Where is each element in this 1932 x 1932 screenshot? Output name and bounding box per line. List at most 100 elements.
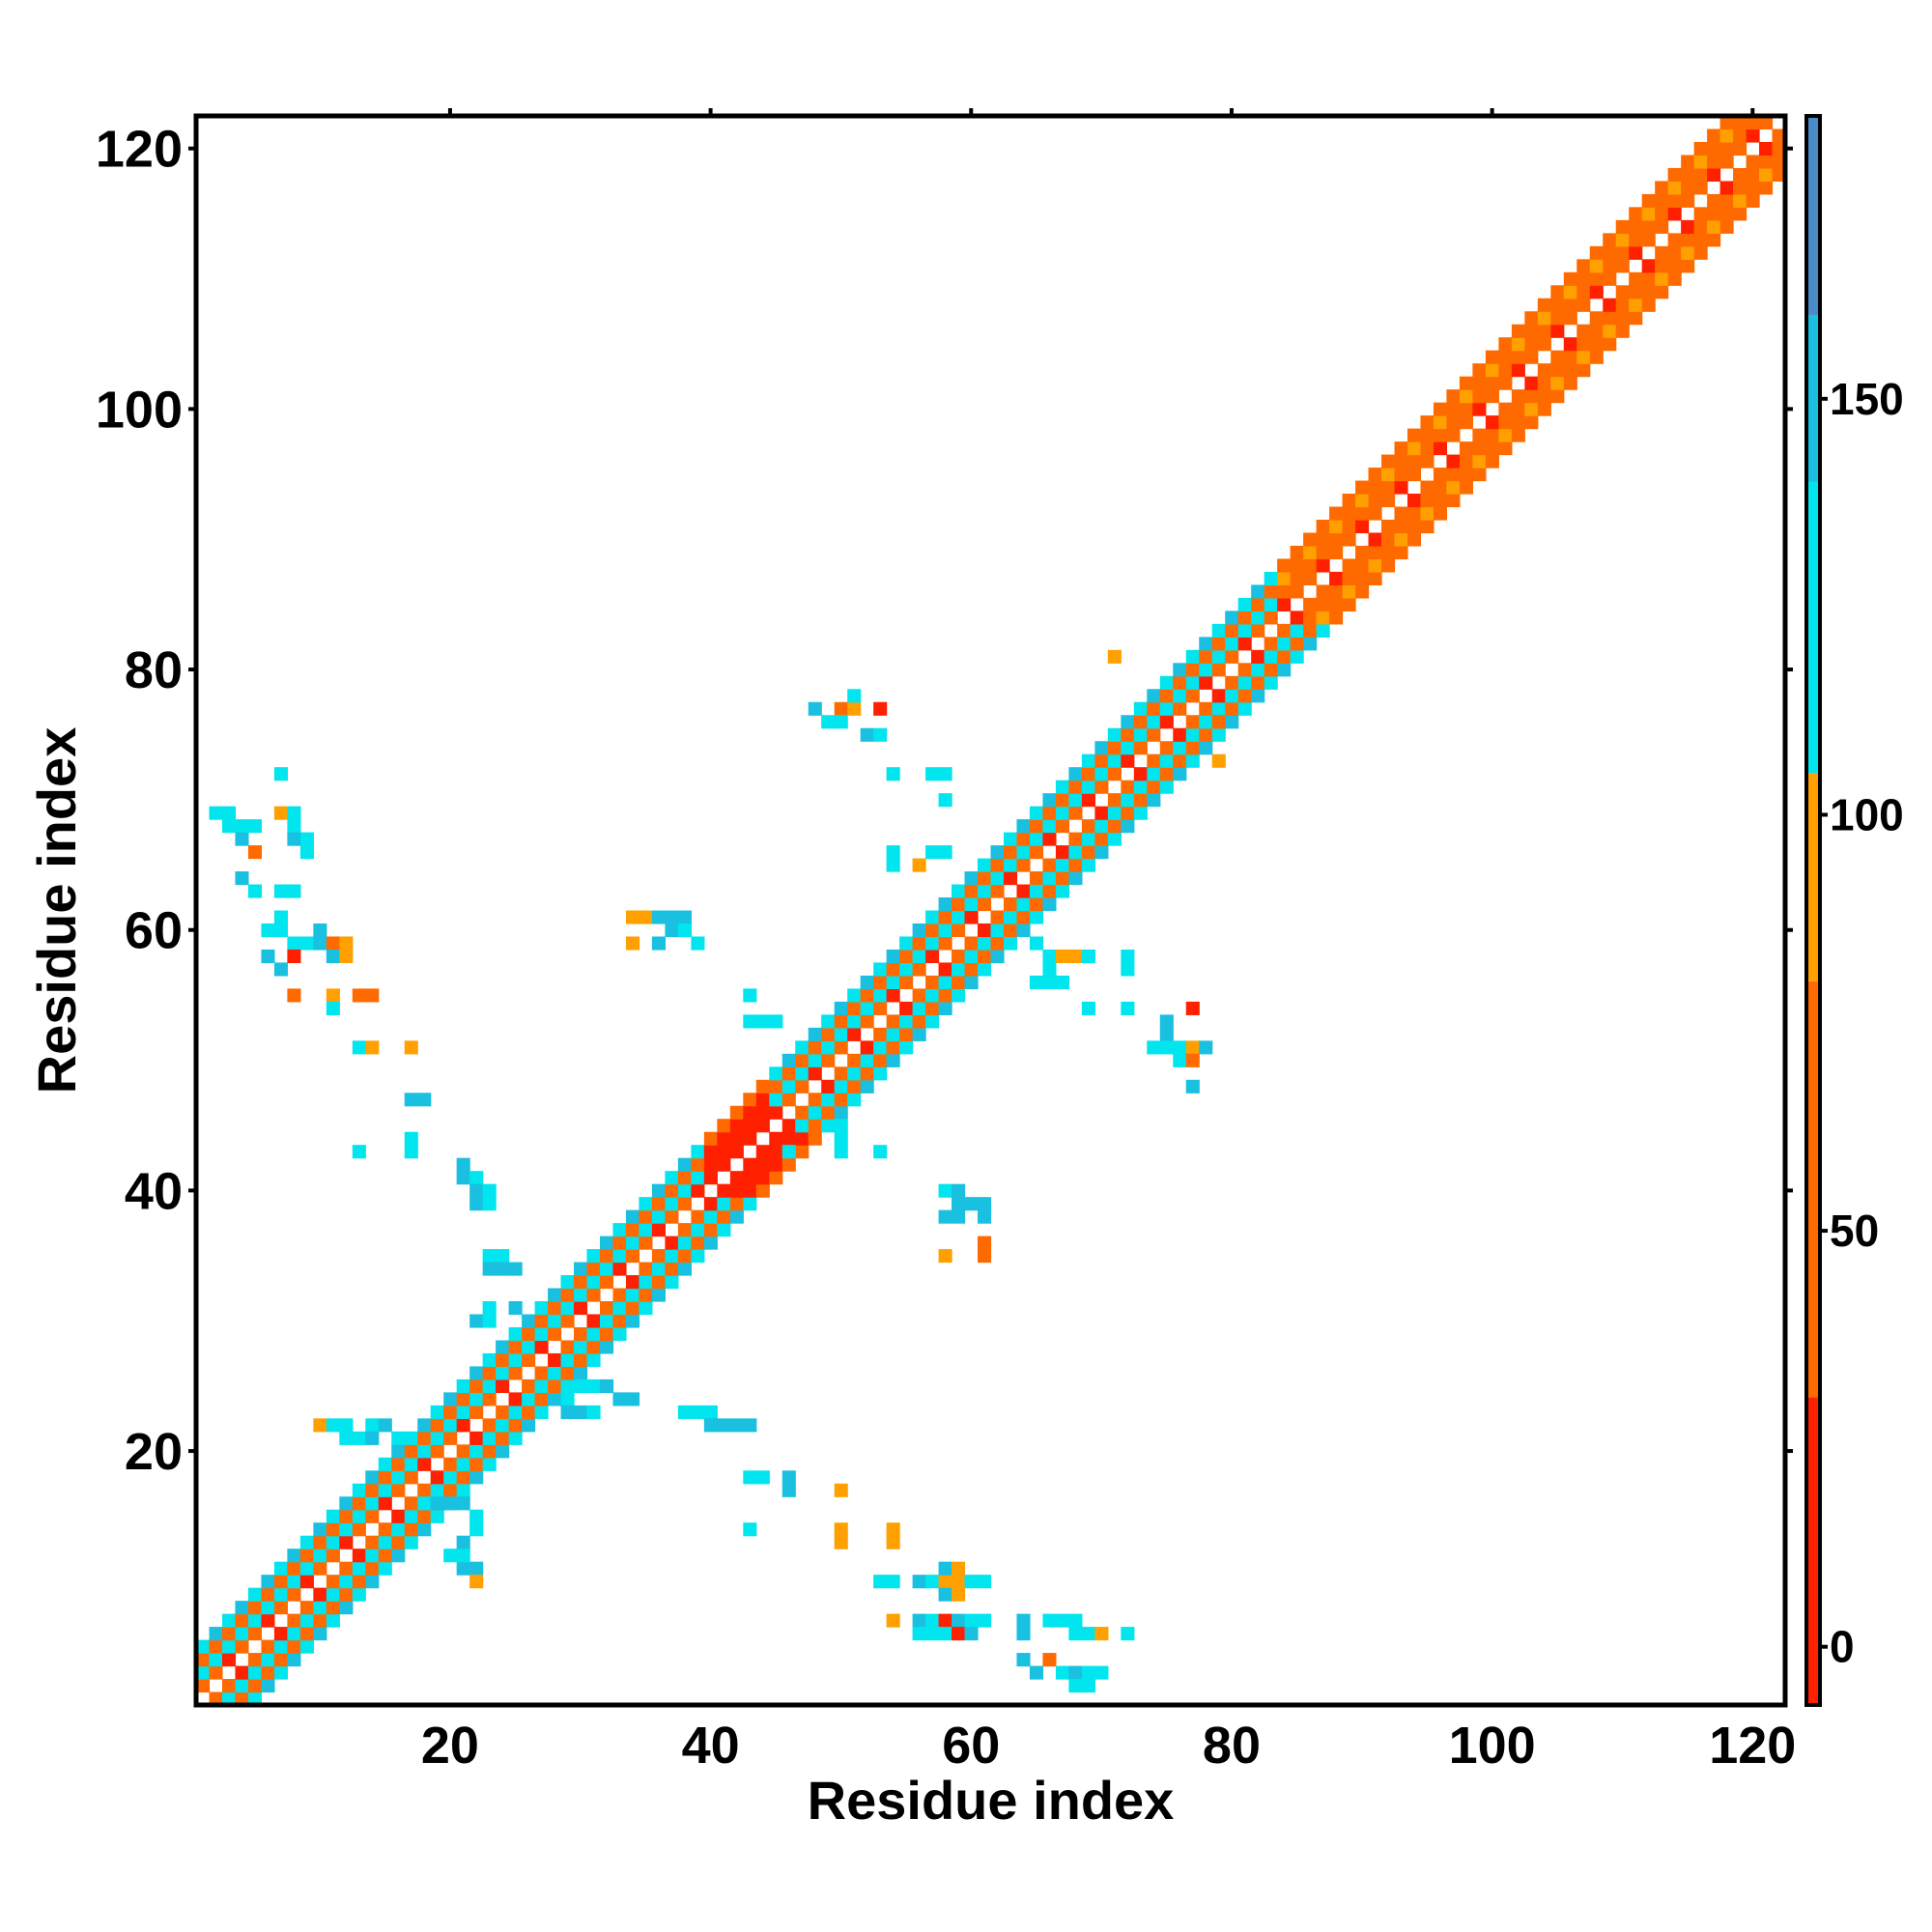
heatmap-cell (326, 988, 340, 1003)
heatmap-cell (743, 1470, 757, 1485)
heatmap-cell (287, 949, 301, 964)
heatmap-cell (1147, 701, 1161, 716)
heatmap-cell (1355, 480, 1370, 495)
heatmap-cell (1733, 207, 1747, 221)
heatmap-cell (430, 1444, 444, 1459)
heatmap-cell (1498, 350, 1513, 364)
heatmap-cell (1264, 649, 1278, 664)
heatmap-cell (456, 1405, 470, 1419)
heatmap-cell (1641, 219, 1656, 234)
heatmap-cell (1068, 845, 1083, 860)
heatmap-cell (886, 767, 900, 781)
heatmap-cell (1511, 337, 1525, 352)
heatmap-cell (482, 1262, 497, 1276)
heatmap-cell (1159, 1014, 1174, 1029)
heatmap-cell (612, 1236, 627, 1250)
heatmap-cell (548, 1366, 562, 1380)
heatmap-cell (1550, 298, 1565, 312)
heatmap-cell (299, 845, 314, 860)
heatmap-cell (886, 845, 900, 860)
heatmap-cell (196, 1679, 211, 1693)
heatmap-cell (1055, 871, 1069, 886)
heatmap-cell (313, 1627, 327, 1641)
colorbar-segment (1806, 315, 1820, 482)
heatmap-cell (1381, 519, 1396, 534)
heatmap-cell (1211, 727, 1226, 742)
heatmap-cell (235, 819, 249, 834)
heatmap-cell (273, 1639, 288, 1654)
heatmap-cell (1433, 494, 1448, 508)
heatmap-cell (1368, 480, 1382, 495)
heatmap-cell (1641, 193, 1656, 208)
heatmap-cell (586, 1314, 601, 1328)
heatmap-cell (769, 1145, 783, 1159)
heatmap-cell (469, 1366, 484, 1380)
heatmap-cell (938, 910, 952, 924)
heatmap-cell (1316, 519, 1330, 534)
heatmap-cell (1615, 233, 1630, 247)
heatmap-cell (1290, 611, 1304, 625)
heatmap-cell (1094, 1665, 1109, 1680)
heatmap-cell (808, 1105, 822, 1120)
heatmap-cell (1068, 949, 1083, 964)
heatmap-cell (912, 1575, 926, 1589)
heatmap-cell (1667, 193, 1682, 208)
heatmap-cell (821, 1040, 836, 1055)
heatmap-cell (834, 701, 848, 716)
heatmap-cell (990, 923, 1005, 938)
colorbar-segment (1806, 773, 1820, 981)
heatmap-cell (781, 1093, 796, 1107)
heatmap-cell (938, 1561, 952, 1576)
heatmap-cell (1029, 845, 1044, 860)
heatmap-cell (273, 806, 288, 820)
heatmap-cell (1615, 259, 1630, 273)
heatmap-cell (952, 1561, 966, 1576)
heatmap-cell (339, 1561, 354, 1576)
heatmap-cell (925, 988, 940, 1003)
heatmap-cell (1251, 623, 1265, 638)
heatmap-cell (469, 1457, 484, 1471)
heatmap-cell (235, 1691, 249, 1706)
heatmap-cell (456, 1483, 470, 1497)
heatmap-cell (769, 1014, 783, 1029)
heatmap-cell (860, 1053, 874, 1067)
heatmap-cell (1016, 832, 1031, 846)
heatmap-cell (677, 910, 692, 924)
heatmap-cell (1147, 1040, 1161, 1055)
heatmap-cell (912, 858, 926, 872)
heatmap-cell (795, 1105, 810, 1120)
heatmap-cell (1251, 649, 1265, 664)
heatmap-cell (1016, 884, 1031, 898)
heatmap-cell (834, 1105, 848, 1120)
heatmap-cell (1264, 611, 1278, 625)
heatmap-cell (938, 1587, 952, 1602)
heatmap-cell (1693, 233, 1708, 247)
heatmap-cell (1381, 454, 1396, 469)
heatmap-cell (522, 1392, 536, 1406)
heatmap-cell (261, 1587, 275, 1602)
heatmap-cell (1173, 753, 1187, 768)
heatmap-cell (1199, 715, 1213, 729)
heatmap-cell (586, 1340, 601, 1354)
heatmap-cell (1603, 337, 1617, 352)
heatmap-cell (743, 1105, 757, 1120)
heatmap-cell (938, 1613, 952, 1628)
heatmap-cell (1042, 975, 1057, 989)
heatmap-cell (1185, 689, 1200, 703)
heatmap-cell (365, 1548, 380, 1563)
heatmap-cell (1264, 571, 1278, 586)
heatmap-cell (938, 1001, 952, 1015)
heatmap-cell (339, 949, 354, 964)
heatmap-cell (1667, 207, 1682, 221)
heatmap-cell (717, 1145, 731, 1159)
heatmap-cell (625, 1249, 640, 1264)
heatmap-cell (1615, 219, 1630, 234)
heatmap-cell (404, 1522, 418, 1537)
heatmap-cell (1133, 793, 1148, 808)
heatmap-cell (1459, 468, 1473, 482)
heatmap-cell (952, 962, 966, 977)
heatmap-cell (886, 1575, 900, 1589)
heatmap-cell (639, 1236, 653, 1250)
heatmap-cell (978, 871, 992, 886)
heatmap-cell (1081, 845, 1095, 860)
